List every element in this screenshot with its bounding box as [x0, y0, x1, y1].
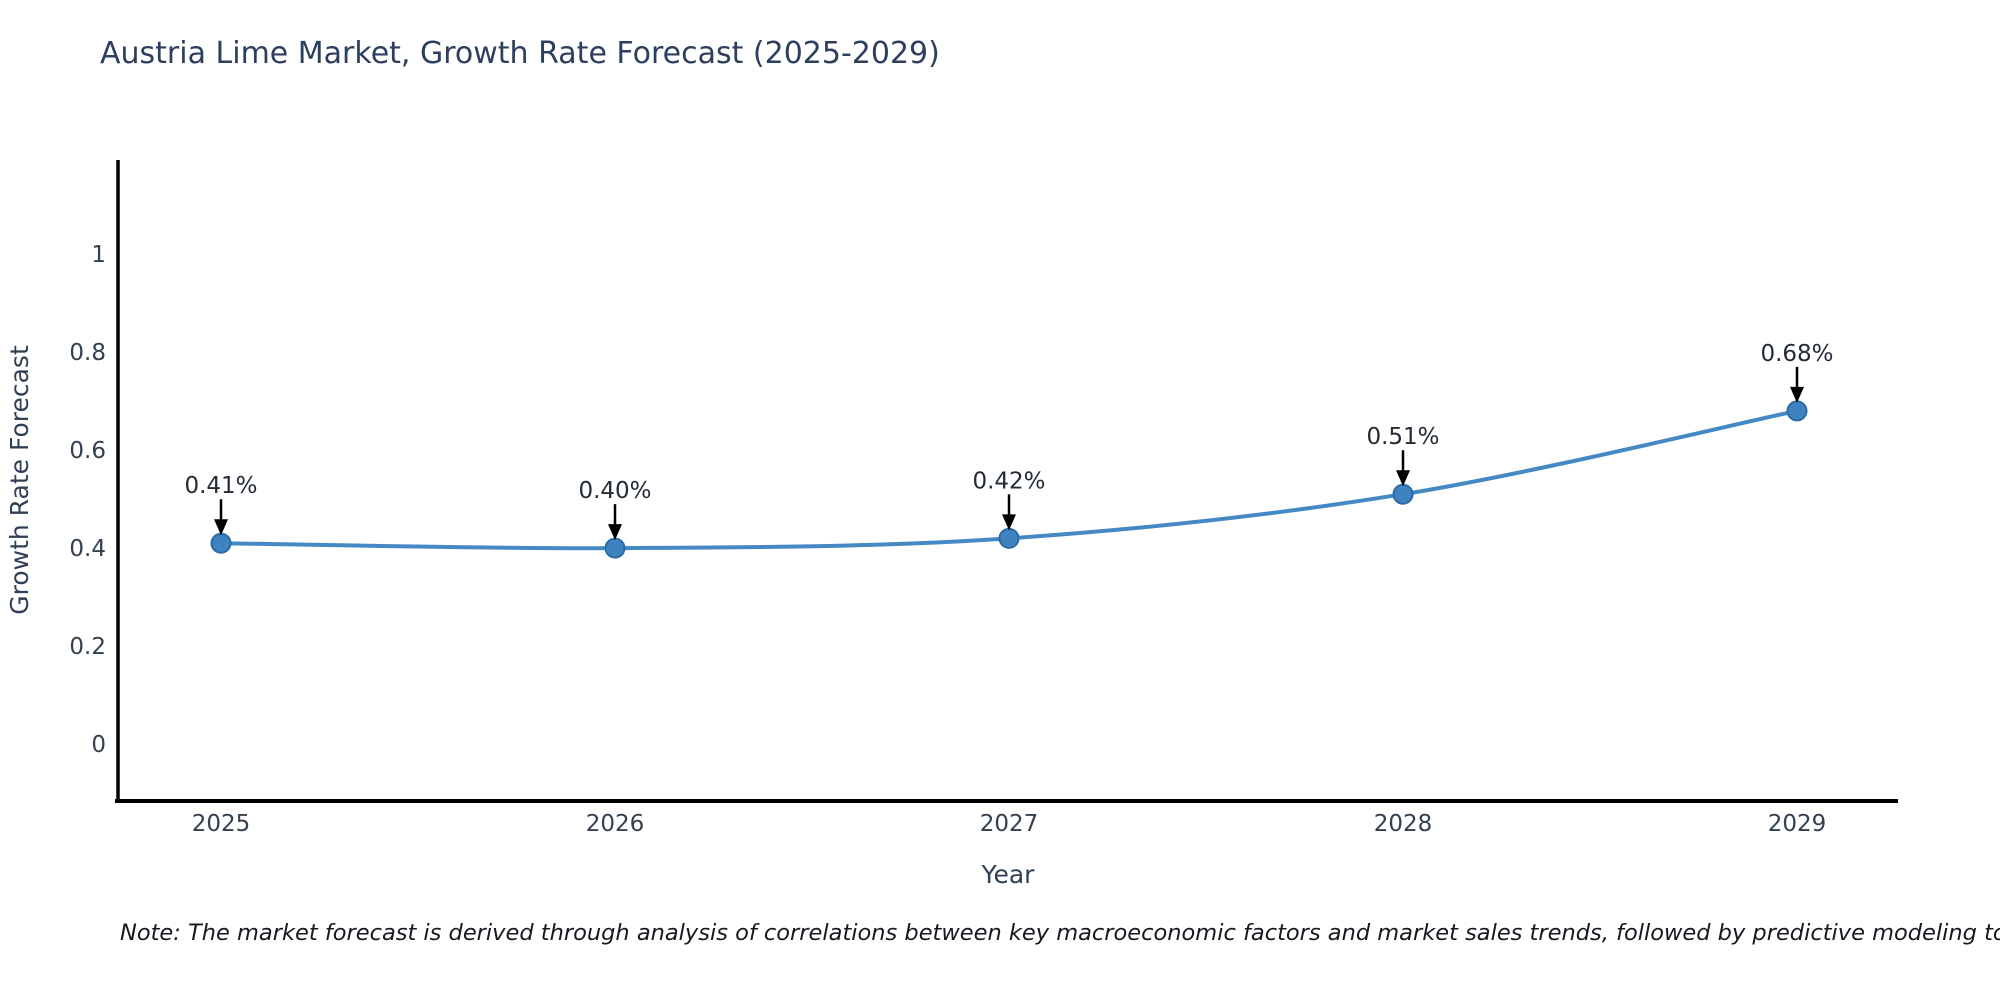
annotation-arrow-head — [214, 519, 228, 536]
x-tick-label: 2025 — [192, 811, 251, 837]
x-axis-title: Year — [981, 860, 1036, 889]
annotation-arrow-head — [1002, 514, 1016, 531]
y-tick-label: 0 — [91, 732, 106, 758]
chart-title: Austria Lime Market, Growth Rate Forecas… — [100, 36, 940, 71]
x-tick-label: 2028 — [1374, 811, 1433, 837]
data-point-label: 0.42% — [972, 468, 1045, 494]
x-tick-label: 2029 — [1768, 811, 1827, 837]
data-point-label: 0.40% — [578, 478, 651, 504]
y-tick-label: 0.8 — [69, 340, 106, 366]
series-layer — [210, 400, 1808, 559]
annotation-arrow-head — [1790, 386, 1804, 403]
data-point-label: 0.68% — [1760, 341, 1833, 367]
footnote: Note: The market forecast is derived thr… — [120, 920, 2000, 946]
data-point-marker — [604, 537, 626, 559]
y-tick-label: 0.2 — [69, 634, 106, 660]
axes-layer: 0 0.2 0.4 0.6 0.8 1 2025 2026 2027 2028 2029 — [69, 160, 1898, 837]
x-tick-label: 2026 — [586, 811, 645, 837]
data-point-label: 0.51% — [1366, 424, 1439, 450]
data-point-marker — [210, 532, 232, 554]
annotation-arrow-head — [608, 524, 622, 541]
data-point-marker — [1392, 483, 1414, 505]
y-tick-label: 0.4 — [69, 536, 106, 562]
data-point-marker — [998, 527, 1020, 549]
y-axis-title: Growth Rate Forecast — [5, 345, 34, 615]
annotation-layer: 0.41% 0.40% 0.42% 0.51% 0.68% — [184, 341, 1834, 541]
data-point-marker — [1786, 400, 1808, 422]
y-tick-label: 0.6 — [69, 438, 106, 464]
data-point-label: 0.41% — [184, 473, 257, 499]
x-tick-label: 2027 — [980, 811, 1039, 837]
y-tick-label: 1 — [91, 242, 106, 268]
annotation-arrow-head — [1396, 470, 1410, 487]
